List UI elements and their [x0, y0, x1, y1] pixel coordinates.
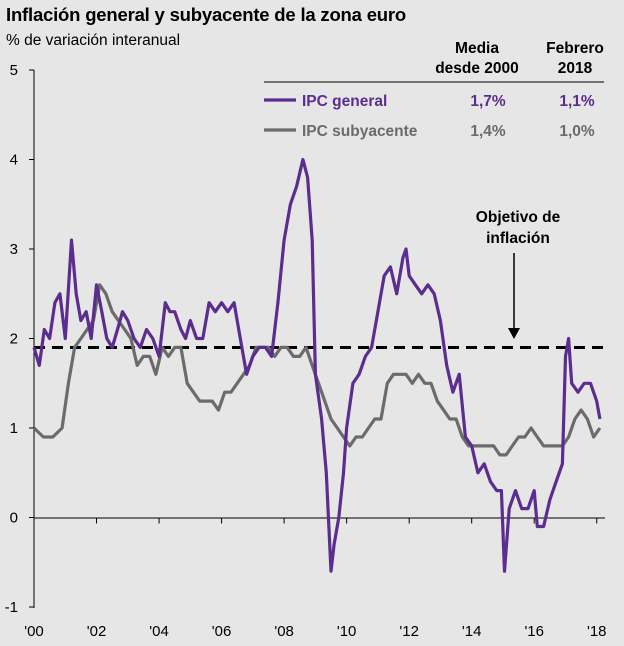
target-annotation-line1: Objetivo de: [476, 209, 561, 226]
chart-title: Inflación general y subyacente de la zon…: [6, 4, 406, 25]
y-ticks: 5 4 3 2 1 0 -1: [5, 62, 34, 616]
legend-febrero-subyacente: 1,0%: [559, 123, 595, 140]
y-tick-label: 1: [10, 420, 18, 437]
x-tick-label: '16: [524, 623, 544, 640]
y-tick-label: 2: [10, 331, 18, 348]
x-tick-label: '10: [337, 623, 357, 640]
legend-header-media-2: desde 2000: [435, 60, 519, 77]
legend-header-febrero-1: Febrero: [546, 40, 604, 57]
x-tick-label: '08: [274, 623, 294, 640]
legend-label-general: IPC general: [302, 93, 387, 110]
y-tick-label: 3: [10, 241, 18, 258]
chart-subtitle: % de variación interanual: [6, 32, 181, 49]
target-annotation: Objetivo de inflación: [476, 209, 561, 339]
legend-header-media-1: Media: [455, 40, 499, 57]
series-line-subyacente: [32, 283, 602, 457]
legend-media-subyacente: 1,4%: [470, 123, 506, 140]
y-tick-label: -1: [5, 599, 18, 616]
x-tick-label: '06: [212, 623, 232, 640]
x-tick-label: '02: [87, 623, 107, 640]
target-annotation-line2: inflación: [486, 230, 550, 247]
target-arrow-head: [508, 328, 520, 339]
x-tick-label: '00: [24, 623, 44, 640]
x-tick-label: '04: [149, 623, 169, 640]
x-tick-label: '12: [399, 623, 419, 640]
x-tick-label: '18: [587, 623, 607, 640]
y-tick-label: 4: [10, 152, 18, 169]
legend-header-febrero-2: 2018: [558, 60, 593, 77]
y-tick-label: 0: [10, 510, 18, 527]
y-tick-label: 5: [10, 62, 18, 79]
legend-label-subyacente: IPC subyacente: [302, 123, 418, 140]
legend-media-general: 1,7%: [470, 93, 506, 110]
series-line-general: [32, 157, 602, 573]
x-ticks: '00 '02 '04 '06 '08 '10 '12 '14 '16 '18: [24, 517, 607, 640]
legend-febrero-general: 1,1%: [559, 93, 595, 110]
axes: [33, 70, 605, 608]
legend: Media desde 2000 Febrero 2018 IPC genera…: [264, 40, 604, 140]
x-tick-label: '14: [462, 623, 482, 640]
